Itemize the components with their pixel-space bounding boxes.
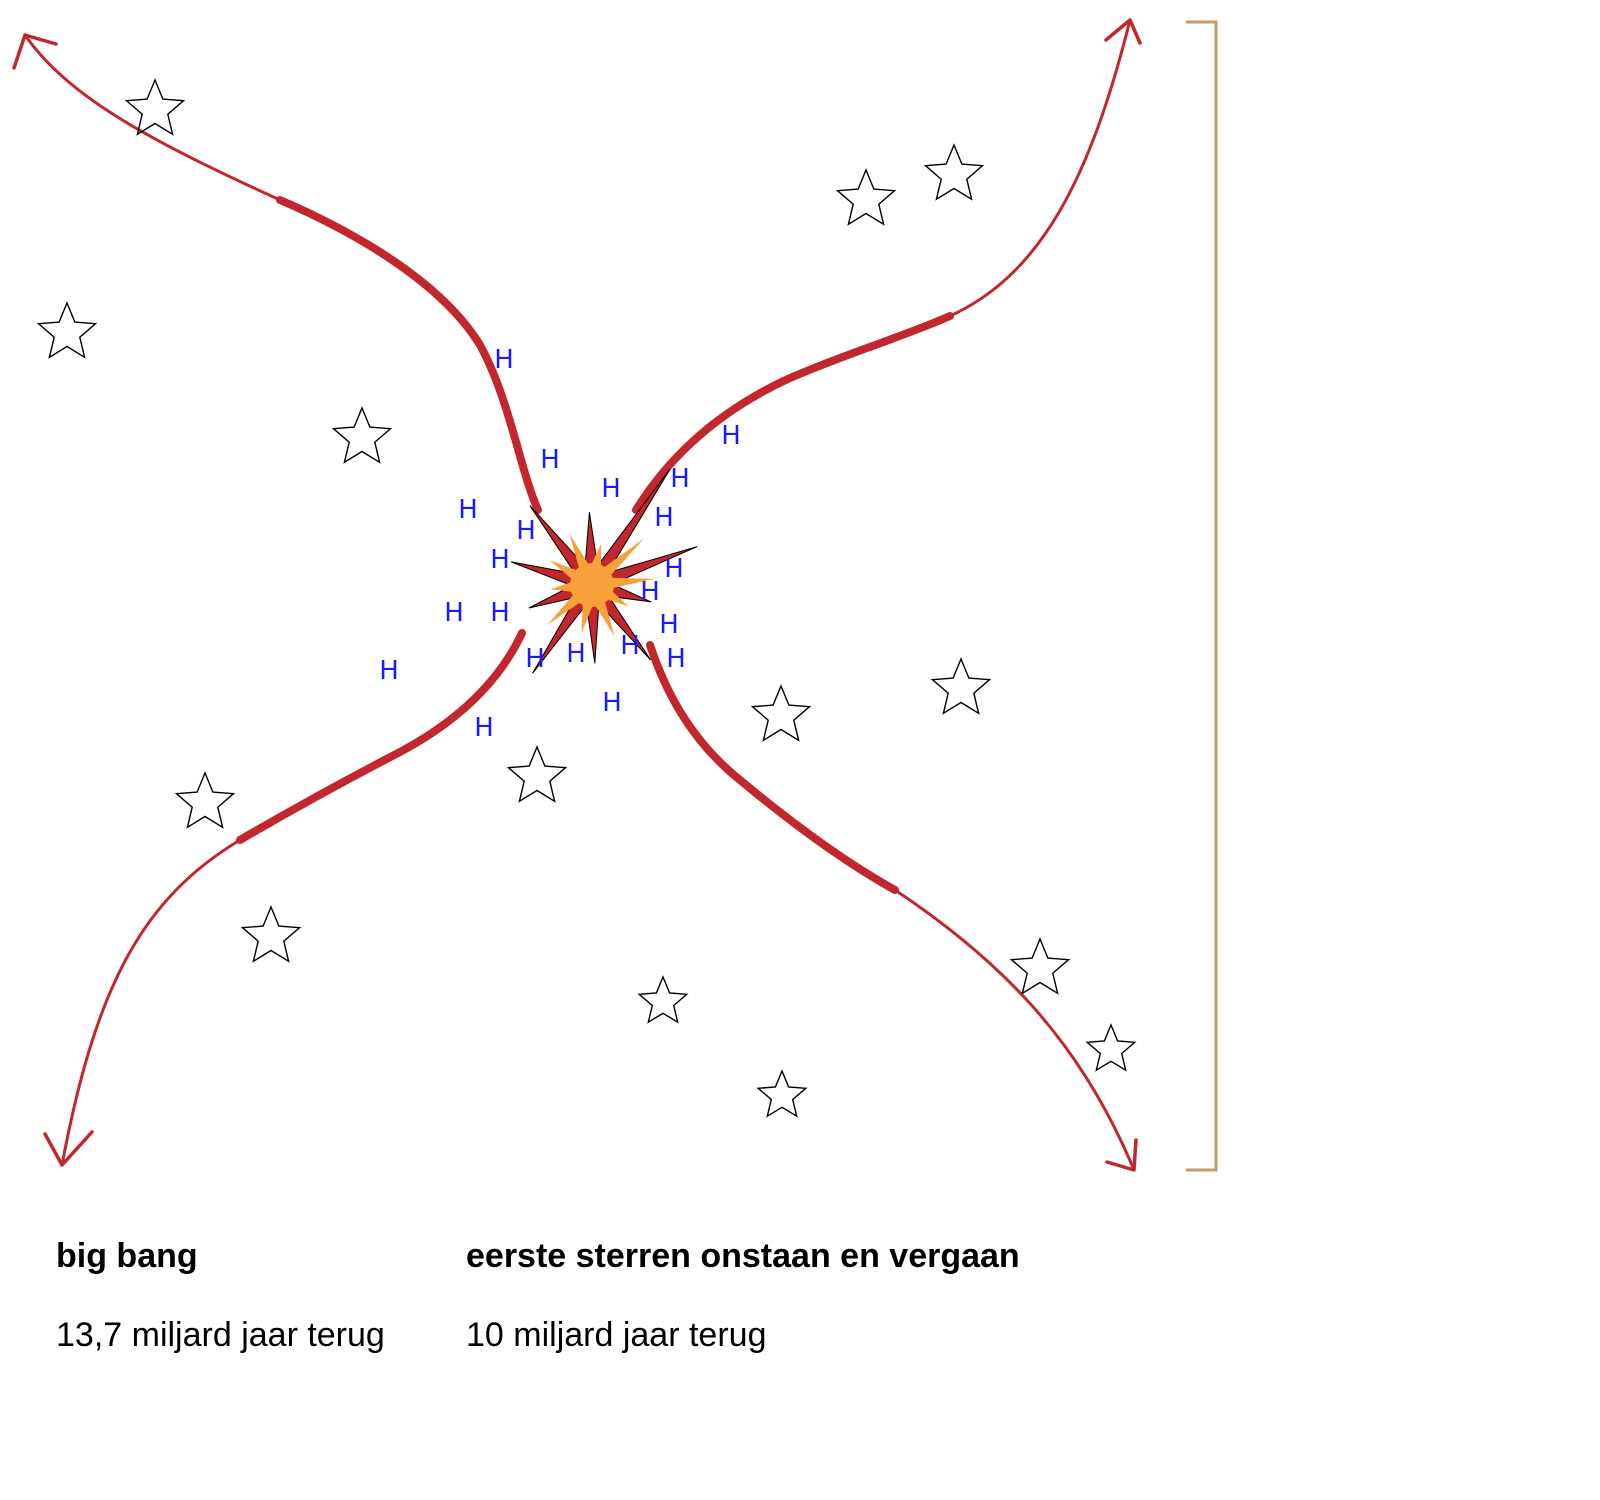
- arrow-bottom-left: [43, 629, 526, 1167]
- arrow-top-right-head: [1104, 18, 1142, 45]
- star-icon-12: [756, 1069, 808, 1118]
- hydrogen-label-1: H: [494, 345, 514, 375]
- star-icon-13: [1009, 937, 1071, 995]
- arrow-top-right: [632, 18, 1142, 514]
- arrow-bottom-right-trunk: [646, 641, 899, 894]
- arrow-top-left-branch: [23, 33, 282, 202]
- stars: [36, 78, 1137, 1118]
- arrow-top-left-trunk: [276, 196, 542, 514]
- hydrogen-label-2: H: [540, 445, 560, 475]
- caption-first-stars-time: 10 miljard jaar terug: [466, 1316, 767, 1354]
- star-icon-7: [240, 905, 302, 963]
- star-icon-10: [930, 657, 992, 715]
- arrow-top-right-branch: [948, 18, 1132, 318]
- hydrogen-label-9: H: [490, 545, 510, 575]
- hydrogen-label-7: H: [516, 516, 536, 546]
- hydrogen-label-6: H: [458, 495, 478, 525]
- star-icon-2: [36, 301, 98, 359]
- star-icon-11: [637, 975, 689, 1024]
- star-icon-5: [923, 143, 985, 201]
- hydrogen-label-12: H: [444, 598, 464, 628]
- star-icon-6: [174, 771, 236, 829]
- caption-big-bang-title: big bang: [56, 1237, 198, 1275]
- hydrogen-label-14: H: [659, 610, 679, 640]
- expansion-arrows: [12, 18, 1142, 1172]
- hydrogen-label-8: H: [654, 503, 674, 533]
- arrow-bottom-right: [646, 641, 1138, 1172]
- hydrogen-label-19: H: [379, 656, 399, 686]
- hydrogen-label-3: H: [601, 474, 621, 504]
- explosion-icon: [511, 468, 698, 674]
- arrow-bottom-left-head: [43, 1130, 94, 1167]
- arrow-top-left-head: [12, 33, 58, 70]
- hydrogen-label-13: H: [490, 598, 510, 628]
- hydrogen-label-5: H: [721, 421, 741, 451]
- arrow-bottom-right-branch: [893, 888, 1136, 1172]
- hydrogen-label-17: H: [525, 644, 545, 674]
- explosion-core: [570, 563, 614, 607]
- hydrogen-label-4: H: [670, 464, 690, 494]
- star-icon-9: [750, 684, 812, 742]
- hydrogen-label-20: H: [602, 688, 622, 718]
- star-icon-4: [835, 168, 897, 226]
- hydrogen-label-10: H: [664, 554, 684, 584]
- arrow-bottom-right-head: [1105, 1138, 1138, 1172]
- star-icon-1: [124, 78, 186, 136]
- star-icon-3: [331, 406, 393, 464]
- time-bracket: [1186, 20, 1218, 1172]
- arrow-bottom-left-branch: [60, 838, 242, 1167]
- caption-first-stars-title: eerste sterren onstaan en vergaan: [466, 1237, 1020, 1275]
- hydrogen-label-11: H: [640, 577, 660, 607]
- arrow-bottom-left-trunk: [236, 629, 526, 844]
- caption-big-bang-time: 13,7 miljard jaar terug: [56, 1316, 385, 1354]
- hydrogen-label-21: H: [474, 713, 494, 743]
- arrow-top-right-trunk: [632, 312, 954, 514]
- hydrogen-label-16: H: [666, 644, 686, 674]
- arrow-top-left: [12, 33, 542, 514]
- hydrogen-label-15: H: [620, 631, 640, 661]
- star-icon-14: [1085, 1023, 1137, 1072]
- star-icon-8: [506, 745, 568, 803]
- hydrogen-label-18: H: [566, 639, 586, 669]
